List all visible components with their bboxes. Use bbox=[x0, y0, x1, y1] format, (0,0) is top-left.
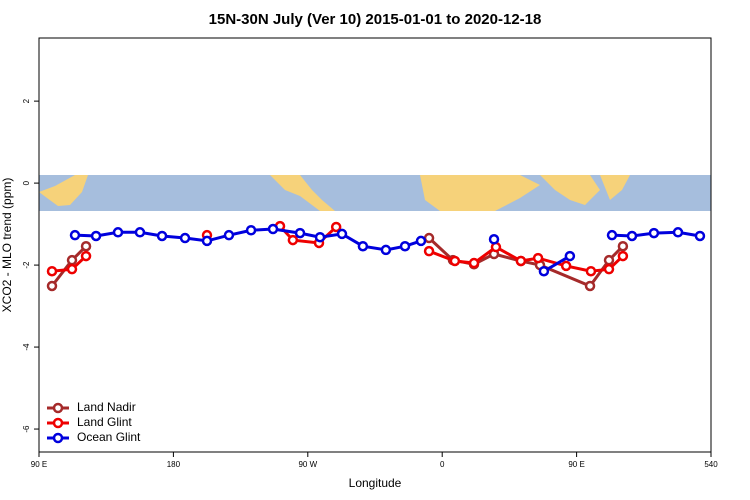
x-tick-label: 90 E bbox=[31, 460, 47, 469]
point bbox=[134, 227, 146, 238]
point bbox=[423, 245, 435, 257]
x-tick-label: 540 bbox=[704, 460, 718, 469]
map-land bbox=[600, 175, 630, 200]
point bbox=[468, 257, 480, 269]
point bbox=[156, 230, 168, 242]
point bbox=[584, 280, 596, 292]
point bbox=[449, 255, 461, 267]
point bbox=[606, 229, 618, 241]
point bbox=[90, 230, 102, 242]
point bbox=[357, 240, 369, 252]
point bbox=[223, 229, 235, 241]
x-tick-label: 0 bbox=[440, 460, 445, 469]
point bbox=[423, 232, 435, 244]
legend-label: Land Glint bbox=[77, 415, 132, 429]
map-land bbox=[540, 175, 600, 205]
point bbox=[399, 240, 411, 252]
map-land bbox=[270, 175, 335, 211]
point bbox=[380, 244, 392, 256]
point bbox=[245, 224, 257, 236]
legend-label: Land Nadir bbox=[77, 400, 136, 414]
point bbox=[201, 235, 213, 247]
legend-marker bbox=[52, 402, 64, 414]
point bbox=[66, 263, 78, 275]
point bbox=[80, 240, 92, 252]
chart-title: 15N-30N July (Ver 10) 2015-01-01 to 2020… bbox=[209, 11, 542, 28]
point bbox=[672, 227, 684, 238]
point bbox=[617, 240, 629, 252]
point bbox=[66, 254, 78, 266]
map-land bbox=[39, 175, 88, 206]
x-tick-label: 90 W bbox=[298, 460, 317, 469]
point bbox=[46, 280, 58, 292]
point bbox=[314, 231, 326, 243]
x-tick-label: 90 E bbox=[568, 460, 584, 469]
point bbox=[69, 229, 81, 241]
legend-label: Ocean Glint bbox=[77, 430, 141, 444]
map-ocean bbox=[39, 175, 711, 211]
point bbox=[336, 228, 348, 240]
point bbox=[330, 221, 342, 233]
point bbox=[603, 254, 615, 266]
point bbox=[488, 234, 500, 245]
point bbox=[564, 250, 576, 262]
point bbox=[585, 265, 597, 277]
y-tick-label: -6 bbox=[22, 425, 31, 433]
point bbox=[80, 250, 92, 262]
point bbox=[603, 263, 615, 275]
y-tick-label: 2 bbox=[22, 98, 31, 103]
point bbox=[648, 227, 660, 239]
map-land bbox=[420, 175, 540, 211]
x-tick-label: 180 bbox=[167, 460, 181, 469]
point bbox=[532, 252, 544, 264]
point bbox=[538, 265, 550, 277]
y-tick-label: -4 bbox=[22, 343, 31, 351]
point bbox=[515, 255, 527, 267]
plot-frame bbox=[38, 37, 712, 453]
legend-marker bbox=[52, 432, 64, 444]
y-axis-label: XCO2 - MLO trend (ppm) bbox=[0, 178, 14, 313]
map-band bbox=[39, 175, 711, 211]
point bbox=[626, 230, 638, 242]
y-tick-label: -2 bbox=[22, 261, 31, 269]
y-tick-label: 0 bbox=[22, 180, 31, 185]
point bbox=[617, 250, 629, 262]
point bbox=[112, 227, 124, 238]
point bbox=[294, 227, 306, 239]
point bbox=[560, 260, 572, 272]
point bbox=[287, 234, 299, 246]
point bbox=[694, 230, 706, 242]
point bbox=[46, 265, 58, 277]
x-axis-label: Longitude bbox=[349, 476, 402, 490]
legend-marker bbox=[52, 417, 64, 429]
point bbox=[179, 232, 191, 244]
point bbox=[415, 235, 427, 247]
point bbox=[267, 223, 279, 235]
